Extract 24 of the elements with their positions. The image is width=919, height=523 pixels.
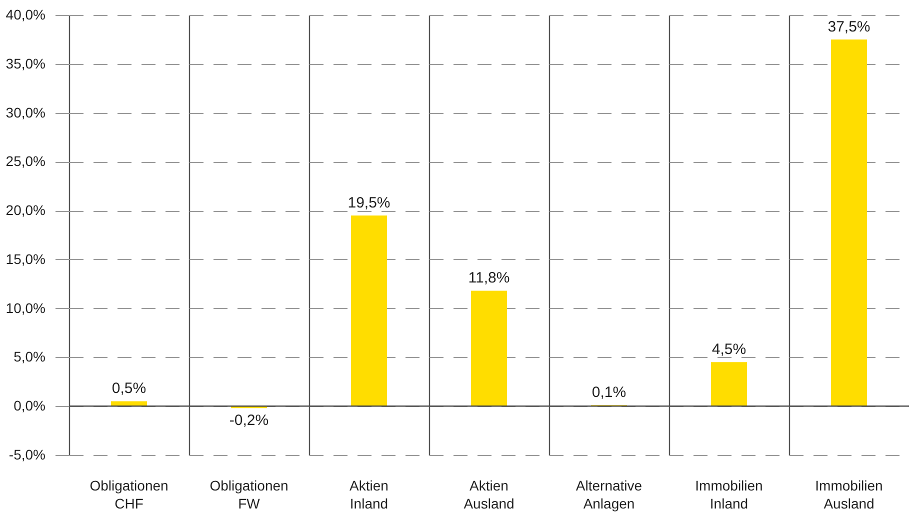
y-tick-label: 5,0% (14, 348, 46, 365)
x-tick-label: Aktien Ausland (464, 478, 514, 512)
y-tick-label: -5,0% (8, 446, 46, 462)
x-tick-label: Immobilien Inland (695, 478, 763, 512)
x-tick-label: Alternative Anlagen (576, 478, 642, 512)
y-tick-label: 20,0% (6, 202, 46, 218)
y-tick-label: 0,0% (14, 398, 46, 414)
data-label: 0,5% (112, 380, 146, 398)
x-tick-label: Obligationen CHF (90, 478, 168, 512)
y-tick-label: 15,0% (6, 250, 46, 267)
data-label: 37,5% (828, 18, 870, 36)
data-label: 4,5% (712, 341, 746, 358)
y-tick-label: 10,0% (6, 300, 46, 316)
y-tick-label: 35,0% (6, 55, 46, 72)
x-tick-label: Obligationen FW (210, 478, 288, 512)
data-label: 0,1% (592, 384, 626, 402)
x-tick-label: Aktien Inland (350, 478, 388, 512)
data-label: -0,2% (229, 412, 269, 430)
y-tick-label: 25,0% (6, 153, 46, 170)
data-label: 11,8% (468, 270, 510, 287)
y-tick-label: 40,0% (6, 6, 46, 22)
y-tick-label: 30,0% (6, 104, 46, 120)
data-label: 19,5% (348, 194, 390, 212)
x-tick-label: Immobilien Ausland (815, 478, 883, 512)
